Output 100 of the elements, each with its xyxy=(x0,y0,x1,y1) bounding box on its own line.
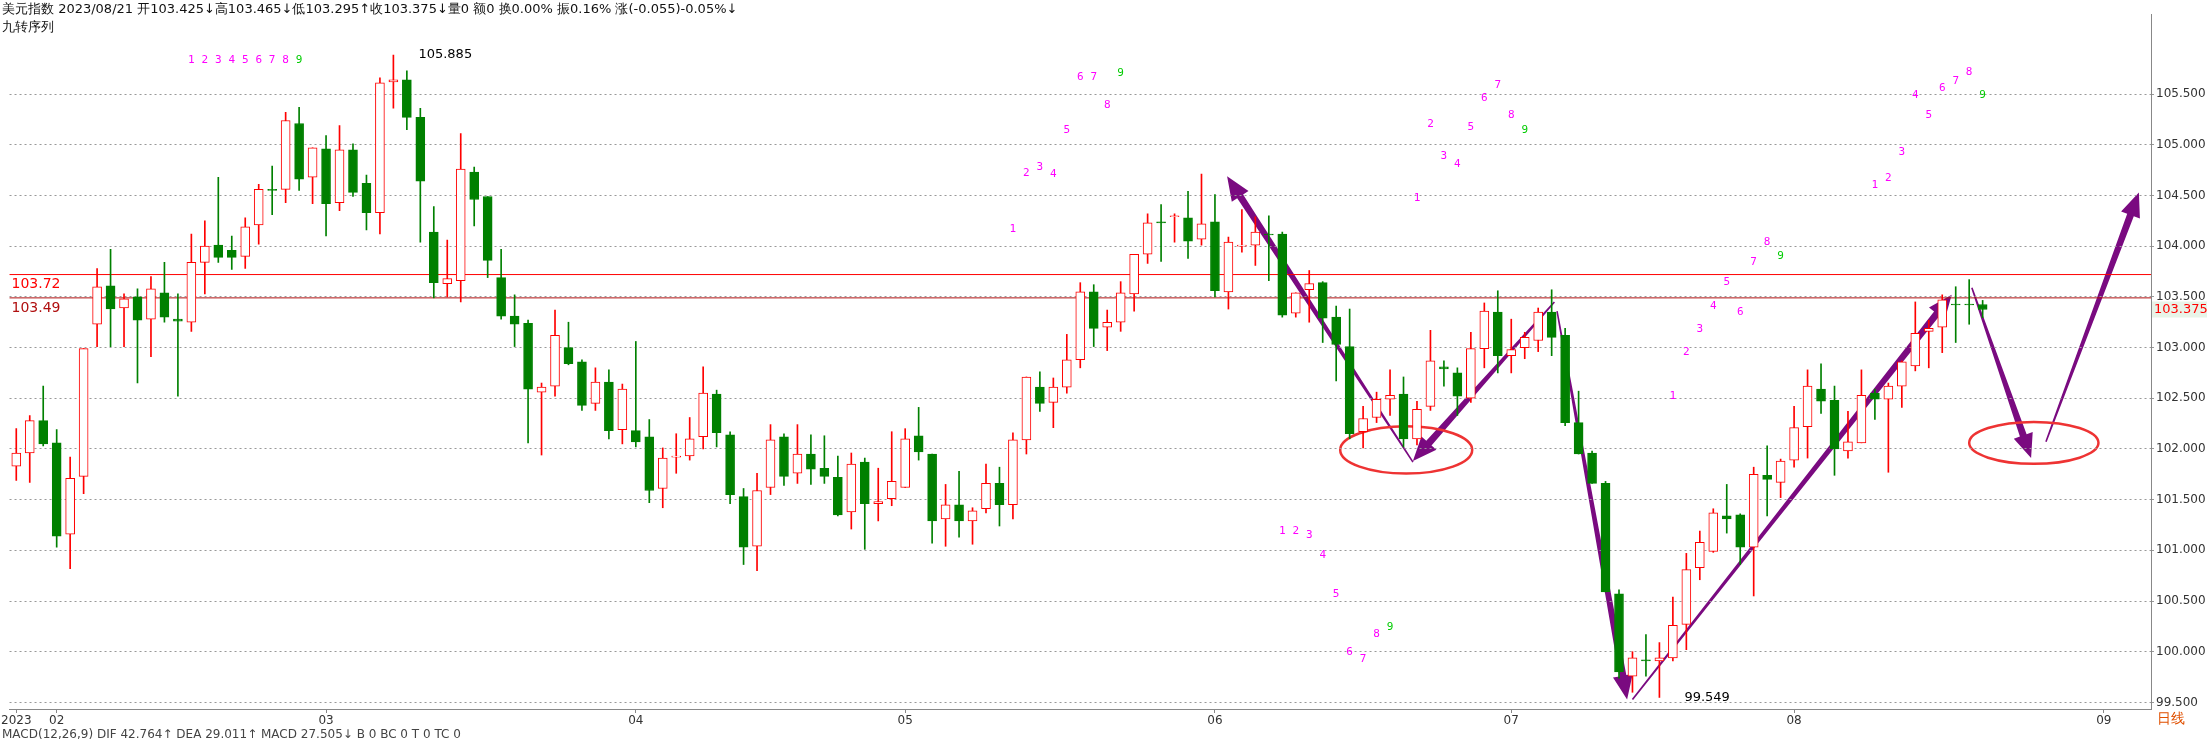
x-tick-label: 05 xyxy=(897,713,913,728)
x-tick-label: 04 xyxy=(628,713,644,728)
candlestick xyxy=(1385,369,1395,416)
y-tick-label: 100.500 xyxy=(2156,593,2206,608)
annotation: 1 xyxy=(1278,523,1286,537)
annotation: 6 xyxy=(1736,304,1744,318)
candlestick xyxy=(1950,286,1961,343)
annotation: 8 xyxy=(1507,108,1515,122)
candlestick xyxy=(1506,318,1517,374)
annotation: 99.549 xyxy=(1684,688,1730,704)
annotation: 3 xyxy=(1898,144,1906,158)
candlestick xyxy=(886,431,897,507)
annotation: 5 xyxy=(1925,108,1933,122)
annotation: 1 xyxy=(1413,191,1421,205)
annotation: 8 xyxy=(282,53,289,67)
text: MACD(12,26,9) DIF 42.764↑ DEA 29.011↑ MACD 27.505↓ B 0 BC 0 T 0 TC 0 xyxy=(2,727,461,739)
x-tick-label: 08 xyxy=(1786,713,1802,728)
x-tick-label: 03 xyxy=(318,713,334,728)
annotation: 3 xyxy=(1305,527,1313,541)
y-tick-label: 101.000 xyxy=(2156,542,2206,557)
y-tick-label: 104.000 xyxy=(2156,238,2206,253)
annotation: 6 xyxy=(1076,69,1084,83)
annotation: 6 xyxy=(1481,91,1488,105)
annotation: 1 xyxy=(1009,221,1017,235)
annotation: 5 xyxy=(1467,120,1475,134)
candlestick xyxy=(1264,215,1274,281)
annotation: 3 xyxy=(1036,159,1044,173)
annotation: 7 xyxy=(1359,651,1367,665)
chart-title: 美元指数 2023/08/21 开103.425↓高103.465↓低103.295↑收103.375↓量0 额0 换0.00% 振0.16% 涨(-0.055)-0.05%↓ xyxy=(2,0,738,18)
annotation: 9 xyxy=(1117,65,1124,79)
ref-line-label: 103.72 xyxy=(11,275,61,292)
annotation: 3 xyxy=(1440,148,1448,162)
annotation: 2 xyxy=(1683,345,1690,359)
annotation: 8 xyxy=(1763,234,1771,248)
annotation: 8 xyxy=(1103,98,1111,112)
y-tick-label: 103.000 xyxy=(2156,339,2206,354)
annotation: 7 xyxy=(268,53,276,67)
annotation: 9 xyxy=(1777,249,1784,263)
candlestick xyxy=(11,428,22,481)
candlestick xyxy=(226,235,237,270)
annotation: 4 xyxy=(1911,87,1919,101)
annotation: 1 xyxy=(1669,389,1677,403)
candlestick xyxy=(1843,411,1853,459)
x-tick-label: 2023 xyxy=(1,713,32,728)
y-tick-label: 105.500 xyxy=(2156,86,2206,101)
annotation: 3 xyxy=(1696,322,1704,336)
y-tick-label: 103.500 xyxy=(2156,288,2206,303)
annotation: 5 xyxy=(1063,123,1071,137)
annotation: 2 xyxy=(1427,117,1434,131)
annotation: 8 xyxy=(1965,64,1973,78)
x-tick-label: 06 xyxy=(1207,713,1223,728)
candlestick xyxy=(630,341,641,448)
y-tick-label: 104.500 xyxy=(2156,187,2206,202)
annotation: 6 xyxy=(1346,644,1353,658)
annotation: 3 xyxy=(214,53,222,67)
chart-subtitle: 九转序列 xyxy=(2,18,54,36)
candlestick xyxy=(1641,634,1651,677)
annotation: 4 xyxy=(1050,167,1058,181)
candlestick xyxy=(119,293,129,347)
annotation: 1 xyxy=(188,53,195,67)
annotation: 7 xyxy=(1494,77,1502,91)
candlestick xyxy=(671,433,682,474)
annotation: 1 xyxy=(1871,178,1879,192)
candlestick xyxy=(1439,360,1449,387)
annotation: 8 xyxy=(1373,627,1380,641)
annotation: 7 xyxy=(1952,73,1960,87)
annotation: 4 xyxy=(1454,156,1462,170)
text: 日线 xyxy=(2157,710,2185,728)
candlestick xyxy=(1964,279,1975,325)
annotation: 4 xyxy=(1709,298,1717,312)
annotation: 2 xyxy=(1023,166,1030,180)
annotation: 2 xyxy=(201,53,209,67)
candlestick xyxy=(173,293,183,397)
y-tick-label: 100.000 xyxy=(2156,643,2206,658)
annotation: 9 xyxy=(295,53,303,67)
annotation: 6 xyxy=(255,53,263,67)
x-tick-label: 09 xyxy=(2096,713,2112,728)
text: 103.375 xyxy=(2154,300,2207,316)
candlestick xyxy=(1870,388,1880,420)
annotation: 7 xyxy=(1090,69,1098,83)
candlestick xyxy=(1816,363,1826,414)
y-tick-label: 99.500 xyxy=(2156,694,2198,709)
candlestick xyxy=(1762,445,1772,517)
annotation: 9 xyxy=(1386,620,1394,634)
annotation: 5 xyxy=(1332,586,1340,600)
annotation: 105.885 xyxy=(418,46,473,62)
candlestick xyxy=(1237,209,1247,253)
ref-line-label: 103.49 xyxy=(11,298,61,315)
annotation: 5 xyxy=(241,53,249,67)
candlestick xyxy=(873,467,884,522)
candlestick xyxy=(1156,204,1166,262)
candlestick xyxy=(1102,309,1113,351)
candlestick xyxy=(1923,319,1934,369)
y-tick-label: 102.500 xyxy=(2156,390,2206,405)
annotation: 9 xyxy=(1521,123,1529,137)
annotation: 2 xyxy=(1292,523,1300,537)
x-tick-label: 02 xyxy=(49,713,65,728)
annotation: 2 xyxy=(1885,171,1892,185)
y-tick-label: 101.500 xyxy=(2156,491,2206,506)
candlestick xyxy=(213,176,224,263)
